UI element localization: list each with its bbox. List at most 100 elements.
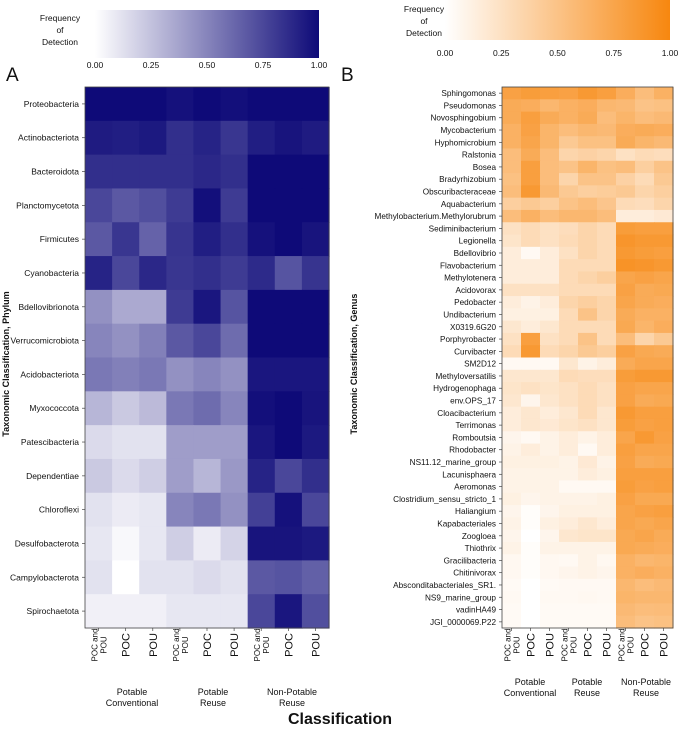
heatmap-cell <box>654 271 674 285</box>
heatmap-cell <box>85 560 113 595</box>
heatmap-cell <box>559 529 579 543</box>
heatmap-cell <box>540 615 560 629</box>
heatmap-cell <box>301 526 330 561</box>
heatmap-cell <box>559 185 579 199</box>
heatmap-cell <box>521 123 541 137</box>
heatmap-cell <box>654 615 674 629</box>
heatmap-cell <box>654 185 674 199</box>
heatmap-cell <box>220 425 249 460</box>
heatmap-cell <box>635 271 655 285</box>
heatmap-cell <box>616 185 636 199</box>
heatmap-cell <box>578 271 598 285</box>
column-label: POC <box>202 633 214 657</box>
heatmap-cell <box>540 148 560 162</box>
column-label-line: POU <box>659 633 671 657</box>
heatmap-cell <box>578 615 598 629</box>
heatmap-cell <box>85 154 113 190</box>
heatmap-cell <box>521 394 541 408</box>
row-label: Mycobacterium <box>440 126 496 135</box>
heatmap-cell <box>220 357 249 392</box>
row-label: Haliangium <box>455 507 496 516</box>
heatmap-cell <box>521 566 541 580</box>
heatmap-cell <box>521 320 541 334</box>
heatmap-cell <box>166 425 195 460</box>
heatmap-cell <box>559 332 579 346</box>
heatmap-cell <box>578 246 598 260</box>
heatmap-cell <box>559 99 579 113</box>
row-label: Myxococcota <box>29 403 79 413</box>
heatmap-cell <box>139 120 167 156</box>
heatmap-cell <box>578 431 598 445</box>
heatmap-cell <box>578 541 598 555</box>
heatmap-cell <box>635 603 655 617</box>
group-label-line2: Reuse <box>574 688 600 698</box>
heatmap-cell <box>85 391 113 426</box>
heatmap-cell <box>166 323 195 359</box>
heatmap-cell <box>502 209 522 223</box>
heatmap-cell <box>597 99 617 113</box>
heatmap-cell <box>193 492 222 528</box>
heatmap-cell <box>247 154 276 190</box>
heatmap-cell <box>540 185 560 199</box>
heatmap-cell <box>112 154 140 190</box>
heatmap-cell <box>274 594 303 629</box>
heatmap-cell <box>521 259 541 273</box>
heatmap-cell <box>502 283 522 297</box>
legend-tick-label: 1.00 <box>662 48 679 58</box>
row-label: Legionella <box>459 237 497 246</box>
heatmap-cell <box>502 332 522 346</box>
heatmap-cell <box>502 431 522 445</box>
heatmap-cell <box>85 87 113 122</box>
y-axis-title-genus: Taxonomic Classification, Genus <box>349 294 359 435</box>
row-label: Dependentiae <box>26 471 79 481</box>
heatmap-cell <box>616 308 636 322</box>
heatmap-cell <box>616 418 636 432</box>
row-label: Patescibacteria <box>21 437 79 447</box>
heatmap-cell <box>193 560 222 595</box>
row-label: Acidobacteriota <box>20 369 79 379</box>
heatmap-cell <box>166 492 195 528</box>
column-label-line: POU <box>262 636 271 654</box>
heatmap-cell <box>578 517 598 531</box>
legend-title-line: Frequency <box>404 4 445 14</box>
heatmap-cell <box>521 591 541 605</box>
heatmap-cell <box>301 256 330 291</box>
heatmap-cell <box>616 222 636 236</box>
heatmap-cell <box>635 173 655 186</box>
row-label: X0319.6G20 <box>450 323 496 332</box>
heatmap-cell <box>654 369 674 383</box>
heatmap-cell <box>540 111 560 125</box>
column-label-line: POU <box>545 633 557 657</box>
heatmap-cell <box>654 222 674 236</box>
heatmap-cell <box>274 120 303 156</box>
heatmap-cell <box>540 529 560 543</box>
column-label-line: POC and <box>618 629 627 662</box>
heatmap-cell <box>597 468 617 482</box>
heatmap-cell <box>635 185 655 199</box>
group-label-line2: Conventional <box>504 688 557 698</box>
heatmap-cell <box>274 188 303 223</box>
heatmap-cell <box>112 357 140 392</box>
heatmap-cell <box>521 234 541 248</box>
heatmap-cell <box>635 99 655 113</box>
heatmap-cell <box>301 594 330 629</box>
column-label-line: POC and <box>504 629 513 662</box>
heatmap-cell <box>616 529 636 543</box>
heatmap-cell <box>559 418 579 432</box>
legend-tick-label: 1.00 <box>311 60 328 70</box>
heatmap-cell <box>597 246 617 260</box>
heatmap-cell <box>502 246 522 260</box>
heatmap-cell <box>166 458 195 494</box>
heatmap-cell <box>540 136 560 150</box>
heatmap-cell <box>654 148 674 162</box>
heatmap-cell <box>597 332 617 346</box>
heatmap-cell <box>635 492 655 506</box>
heatmap-cell <box>559 566 579 580</box>
legend-title-line: of <box>56 25 64 35</box>
column-label-line: POC <box>283 633 295 657</box>
heatmap-cell <box>597 369 617 383</box>
column-label: POC <box>640 633 652 657</box>
heatmap-cell <box>654 603 674 617</box>
heatmap-cell <box>220 120 249 156</box>
legend-title-line: Frequency <box>40 13 81 23</box>
